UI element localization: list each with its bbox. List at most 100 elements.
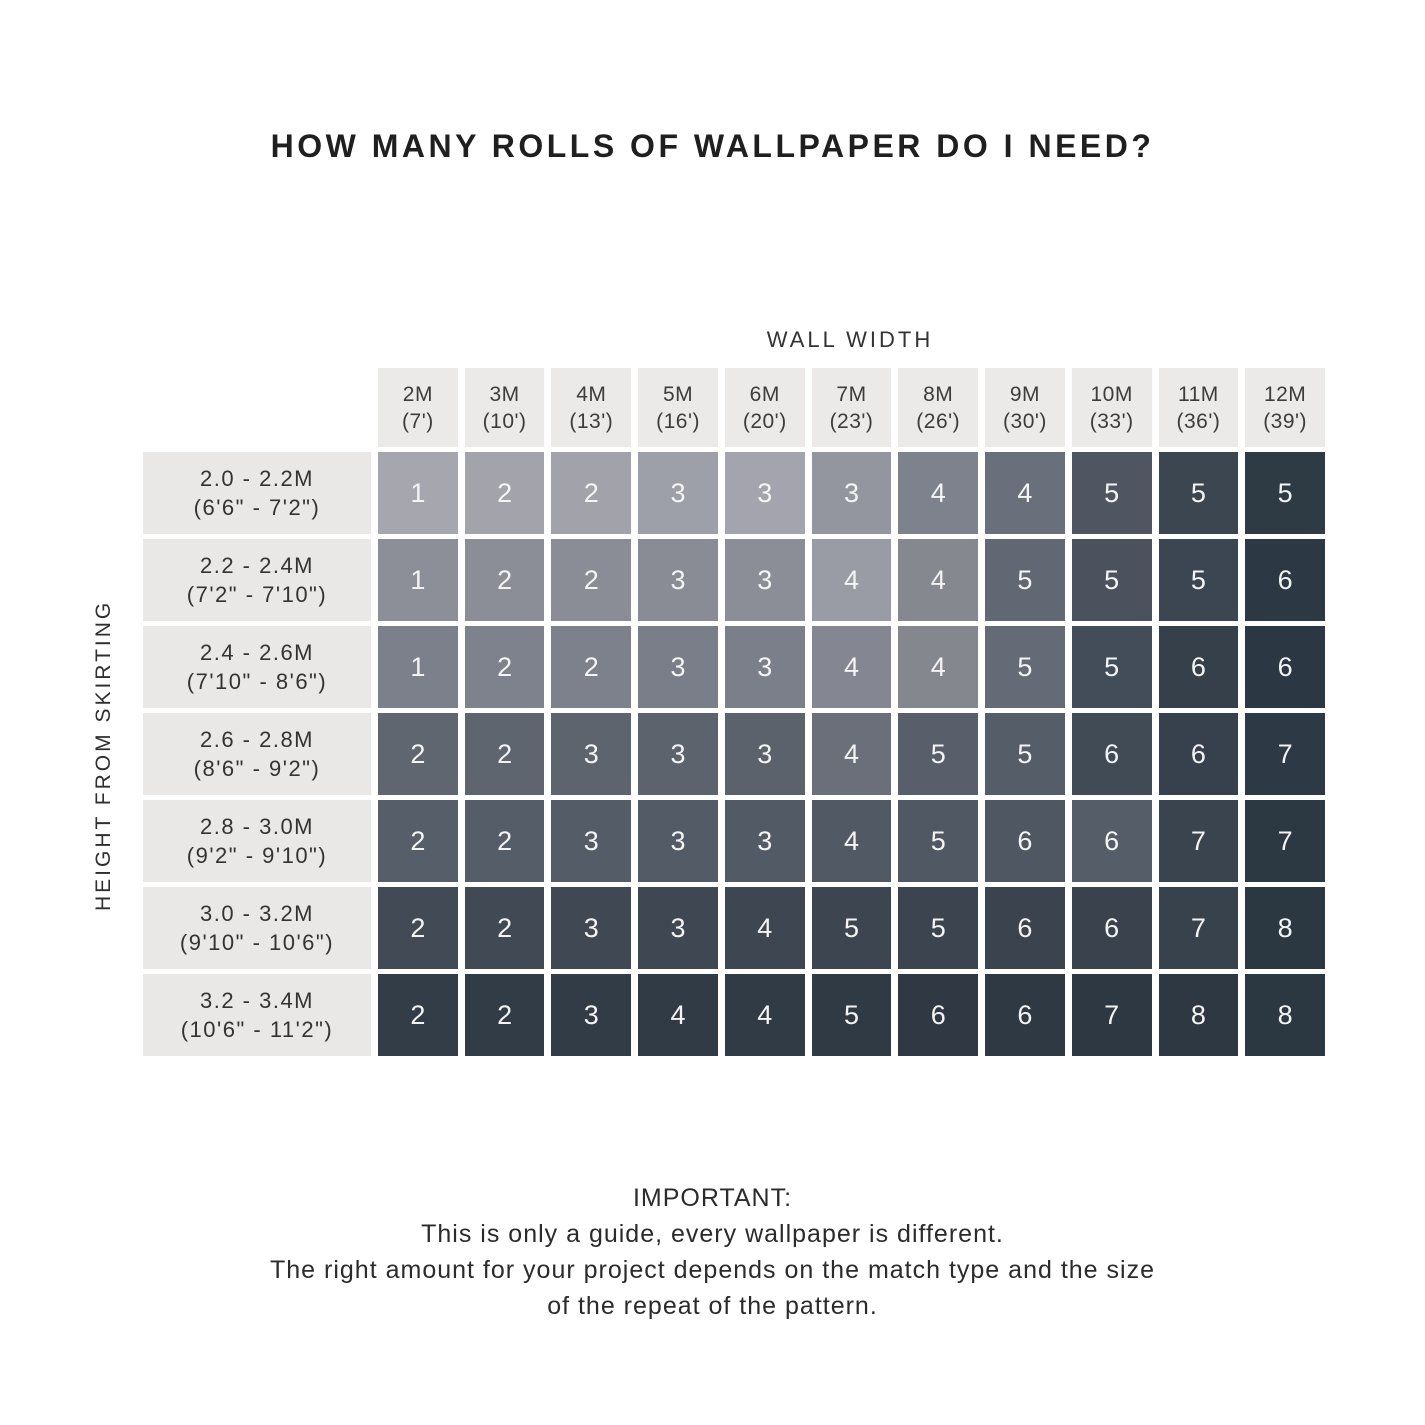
table-cell-r6-c1: 2	[378, 887, 458, 969]
height-from-skirting-axis-label: HEIGHT FROM SKIRTING	[92, 599, 115, 911]
table-cell-r1-c2: 2	[464, 452, 545, 534]
table-cell-r1-c4: 3	[638, 452, 718, 534]
row-header-meters: 3.2 - 3.4M	[199, 988, 315, 1013]
table-cell-r2-c4: 3	[638, 539, 718, 621]
column-header-11m: 11M (36')	[1158, 368, 1239, 447]
column-header-12m: 12M (39')	[1245, 368, 1325, 447]
table-cell-r4-c10: 6	[1158, 713, 1239, 795]
column-header-feet: (10')	[482, 409, 527, 433]
table-cell-r5-c8: 6	[985, 800, 1065, 882]
row-header-meters: 2.2 - 2.4M	[199, 553, 315, 578]
table-cell-r4-c1: 2	[378, 713, 458, 795]
table-cell-r5-c4: 3	[638, 800, 718, 882]
footer-heading: IMPORTANT:	[632, 1184, 793, 1212]
table-cell-r4-c8: 5	[985, 713, 1065, 795]
row-header-meters: 3.0 - 3.2M	[199, 901, 315, 926]
column-header-meters: 3M	[489, 382, 520, 406]
column-header-meters: 10M	[1090, 382, 1133, 406]
table-cell-r1-c3: 2	[551, 452, 632, 534]
column-header-feet: (39')	[1263, 409, 1308, 433]
column-header-3m: 3M (10')	[464, 368, 545, 447]
column-header-feet: (16')	[656, 409, 700, 433]
table-cell-r3-c6: 4	[811, 626, 892, 708]
table-cell-r3-c10: 6	[1158, 626, 1239, 708]
table-cell-r2-c11: 6	[1245, 539, 1325, 621]
table-cell-r6-c5: 4	[724, 887, 805, 969]
table-cell-r1-c8: 4	[985, 452, 1065, 534]
column-header-feet: (7')	[402, 409, 434, 433]
row-header-feet: (10'6" - 11'2")	[180, 1017, 334, 1042]
table-cell-r3-c1: 1	[378, 626, 458, 708]
table-cell-r4-c2: 2	[464, 713, 545, 795]
table-cell-r4-c9: 6	[1071, 713, 1152, 795]
table-cell-r2-c6: 4	[811, 539, 892, 621]
column-header-feet: (36')	[1176, 409, 1221, 433]
table-cell-r1-c6: 3	[811, 452, 892, 534]
table-cell-r7-c3: 3	[551, 974, 632, 1056]
footer-line-3: of the repeat of the pattern.	[547, 1292, 878, 1320]
column-header-meters: 11M	[1178, 382, 1219, 406]
row-header-feet: (8'6" - 9'2")	[193, 756, 321, 781]
table-cell-r3-c8: 5	[985, 626, 1065, 708]
column-header-meters: 2M	[402, 382, 433, 406]
column-header-8m: 8M (26')	[898, 368, 979, 447]
column-header-feet: (33')	[1089, 409, 1134, 433]
table-cell-r2-c10: 5	[1158, 539, 1239, 621]
table-cell-r5-c6: 4	[811, 800, 892, 882]
row-header-feet: (7'2" - 7'10")	[186, 582, 328, 607]
table-cell-r6-c7: 5	[898, 887, 979, 969]
table-cell-r5-c9: 6	[1071, 800, 1152, 882]
table-cell-r2-c7: 4	[898, 539, 979, 621]
row-header-feet: (9'2" - 9'10")	[186, 843, 328, 868]
row-header-meters: 2.6 - 2.8M	[199, 727, 315, 752]
table-cell-r6-c10: 7	[1158, 887, 1239, 969]
footer-line-2: The right amount for your project depend…	[270, 1256, 1155, 1284]
table-cell-r4-c3: 3	[551, 713, 632, 795]
table-cell-r3-c4: 3	[638, 626, 718, 708]
table-cell-r6-c6: 5	[811, 887, 892, 969]
table-cell-r6-c2: 2	[464, 887, 545, 969]
row-header-feet: (9'10" - 10'6")	[179, 930, 335, 955]
row-header-meters: 2.8 - 3.0M	[199, 814, 315, 839]
column-header-meters: 12M	[1263, 382, 1307, 406]
column-header-meters: 4M	[576, 382, 607, 406]
footer-note: IMPORTANT: This is only a guide, every w…	[0, 1180, 1425, 1324]
rolls-table: 2M (7') 3M (10') 4M (13') 5M (16') 6M (20') 7M (23'…	[143, 368, 1325, 1056]
column-header-meters: 6M	[749, 382, 780, 406]
table-cell-r3-c5: 3	[724, 626, 805, 708]
table-cell-r1-c7: 4	[898, 452, 979, 534]
column-header-4m: 4M (13')	[551, 368, 632, 447]
table-cell-r5-c7: 5	[898, 800, 979, 882]
table-cell-r4-c11: 7	[1245, 713, 1325, 795]
table-cell-r5-c5: 3	[724, 800, 805, 882]
table-cell-r1-c9: 5	[1071, 452, 1152, 534]
row-header-5: 2.8 - 3.0M (9'2" - 9'10")	[143, 800, 371, 882]
table-cell-r3-c2: 2	[464, 626, 545, 708]
table-cell-r6-c11: 8	[1245, 887, 1325, 969]
row-header-6: 3.0 - 3.2M (9'10" - 10'6")	[143, 887, 371, 969]
wall-width-axis-label: WALL WIDTH	[766, 327, 934, 352]
column-header-feet: (23')	[829, 409, 874, 433]
table-cell-r1-c5: 3	[724, 452, 805, 534]
row-header-7: 3.2 - 3.4M (10'6" - 11'2")	[143, 974, 371, 1056]
column-header-6m: 6M (20')	[724, 368, 805, 447]
table-cell-r7-c8: 6	[985, 974, 1065, 1056]
column-header-meters: 5M	[662, 382, 694, 406]
table-cell-r2-c8: 5	[985, 539, 1065, 621]
table-cell-r5-c2: 2	[464, 800, 545, 882]
row-header-1: 2.0 - 2.2M (6'6" - 7'2")	[143, 452, 371, 534]
table-cell-r6-c4: 3	[638, 887, 718, 969]
column-header-feet: (13')	[569, 409, 614, 433]
corner-spacer	[143, 368, 371, 447]
row-header-3: 2.4 - 2.6M (7'10" - 8'6")	[143, 626, 371, 708]
column-header-7m: 7M (23')	[811, 368, 892, 447]
table-cell-r6-c8: 6	[985, 887, 1065, 969]
table-cell-r1-c1: 1	[378, 452, 458, 534]
table-cell-r6-c3: 3	[551, 887, 632, 969]
row-header-feet: (7'10" - 8'6")	[186, 669, 328, 694]
table-cell-r5-c10: 7	[1158, 800, 1239, 882]
column-header-meters: 8M	[923, 382, 954, 406]
table-cell-r3-c7: 4	[898, 626, 979, 708]
table-cell-r6-c9: 6	[1071, 887, 1152, 969]
